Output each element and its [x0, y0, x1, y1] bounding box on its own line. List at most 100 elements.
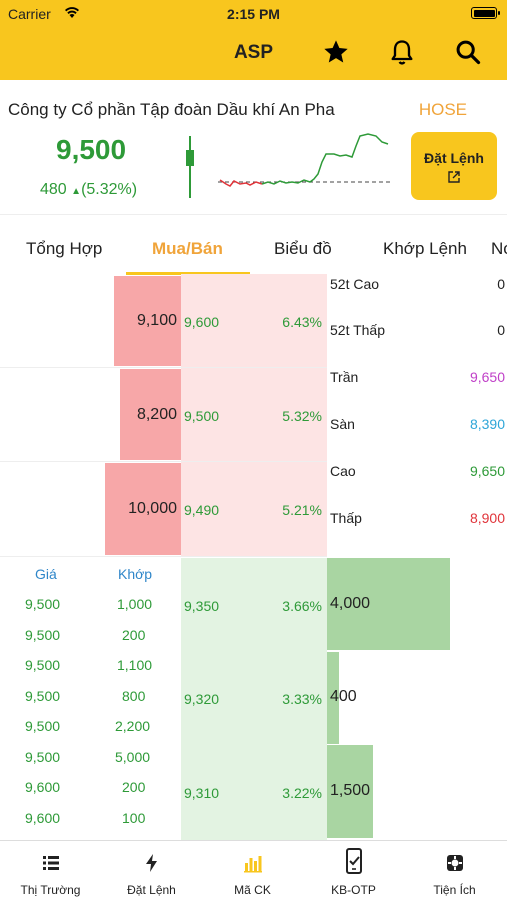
matched-volume: 200 — [122, 779, 146, 795]
external-link-icon — [448, 171, 460, 183]
sell-price: 9,490 — [184, 502, 220, 518]
tab-overflow[interactable]: Nó — [491, 239, 507, 258]
sell-volume: 8,200 — [136, 406, 177, 423]
buy-percent: 3.66% — [282, 598, 322, 614]
matched-price: 9,600 — [25, 779, 61, 795]
bell-icon[interactable] — [388, 38, 416, 66]
list-icon — [43, 856, 59, 870]
matched-volume: 800 — [122, 688, 146, 704]
buy-volume: 4,000 — [330, 595, 371, 612]
sell-volume-bar — [105, 463, 181, 555]
buy-side-background — [181, 558, 327, 840]
info-value: 9,650 — [469, 463, 505, 479]
tabbar-label: Đặt Lệnh — [127, 883, 176, 897]
matched-volume: 100 — [122, 810, 146, 826]
status-time: 2:15 PM — [227, 6, 280, 22]
sell-price: 9,600 — [184, 314, 220, 330]
row-divider — [0, 367, 327, 368]
matched-volume: 1,100 — [117, 657, 153, 673]
tabbar-item-kb-otp[interactable]: KB-OTP — [303, 841, 404, 900]
sell-price: 9,500 — [184, 408, 220, 424]
widget-icon — [447, 855, 463, 871]
lightning-icon — [146, 854, 157, 872]
info-label: Trần — [330, 369, 359, 385]
active-tab-indicator — [126, 272, 250, 275]
info-value: 0 — [497, 322, 505, 338]
matched-price: 9,500 — [25, 596, 61, 612]
matched-volume: 1,000 — [117, 596, 153, 612]
wifi-icon — [65, 7, 79, 18]
tabbar-item-tien-ich[interactable]: Tiện Ích — [404, 841, 505, 900]
sell-side-background — [181, 274, 327, 556]
buy-volume: 400 — [330, 688, 357, 705]
matched-price-header: Giá — [35, 566, 57, 582]
matched-price: 9,500 — [25, 627, 61, 643]
buy-price: 9,350 — [184, 598, 220, 614]
info-label: Thấp — [330, 510, 362, 526]
info-label: 52t Cao — [330, 276, 380, 292]
info-value: 0 — [497, 276, 505, 292]
row-divider — [0, 556, 327, 557]
info-label: Sàn — [330, 416, 355, 432]
matched-price: 9,500 — [25, 749, 61, 765]
tab-mua-ban[interactable]: Mua/Bán — [152, 239, 223, 258]
tab-khop-lenh[interactable]: Khớp Lệnh — [383, 239, 467, 258]
buy-percent: 3.33% — [282, 691, 322, 707]
tabbar-item-thi-truong[interactable]: Thị Trường — [0, 841, 101, 900]
tabbar-item-ma-ck[interactable]: Mã CK — [202, 841, 303, 900]
tab-bieu-do[interactable]: Biểu đồ — [274, 239, 332, 258]
intraday-sparkline — [218, 133, 392, 187]
buy-volume-bar — [327, 558, 450, 650]
matched-price: 9,600 — [25, 810, 61, 826]
tabbar-label: KB-OTP — [331, 883, 376, 897]
matched-price: 9,500 — [25, 657, 61, 673]
buy-volume-bar — [327, 652, 339, 744]
info-value: 8,390 — [469, 416, 505, 432]
star-icon[interactable] — [322, 38, 350, 66]
matched-price: 9,500 — [25, 718, 61, 734]
sell-percent: 5.32% — [282, 408, 322, 424]
sell-percent: 5.21% — [282, 502, 322, 518]
tabbar-label: Tiện Ích — [433, 883, 476, 897]
matched-price: 9,500 — [25, 688, 61, 704]
tabbar-label: Mã CK — [234, 883, 271, 897]
info-value: 9,650 — [469, 369, 505, 385]
detail-tabs: Tổng Hợp Mua/Bán Biểu đồ Khớp Lệnh Nó — [0, 214, 507, 275]
row-divider — [0, 461, 327, 462]
info-value: 8,900 — [469, 510, 505, 526]
matched-volume: 2,200 — [115, 718, 151, 734]
buy-price: 9,320 — [184, 691, 220, 707]
bottom-tab-bar: Thị Trường Đặt Lệnh Mã CK KB-OTP — [0, 840, 507, 900]
buy-volume: 1,500 — [330, 782, 371, 799]
tabbar-label: Thị Trường — [20, 883, 81, 897]
sell-percent: 6.43% — [282, 314, 322, 330]
tabbar-item-dat-lenh[interactable]: Đặt Lệnh — [101, 841, 202, 900]
current-price: 9,500 — [56, 134, 127, 165]
change-percent: (5.32%) — [81, 181, 138, 198]
bar-chart-icon — [244, 856, 262, 873]
buy-price: 9,310 — [184, 785, 220, 801]
change-value: 480 — [40, 181, 67, 198]
tab-tong-hop[interactable]: Tổng Hợp — [26, 239, 103, 258]
status-bar: Carrier 2:15 PM — [0, 0, 507, 28]
search-icon[interactable] — [454, 38, 482, 66]
place-order-button[interactable]: Đặt Lệnh — [411, 132, 497, 200]
sell-volume: 9,100 — [136, 312, 177, 329]
carrier-label: Carrier — [8, 6, 51, 22]
candlestick-icon — [186, 136, 194, 198]
app-header: Carrier 2:15 PM ASP — [0, 0, 507, 80]
sell-volume-bar — [120, 369, 181, 460]
matched-volume: 5,000 — [115, 749, 151, 765]
up-arrow-icon: ▲ — [71, 186, 82, 197]
symbol-title: ASP — [233, 42, 274, 63]
sell-volume: 10,000 — [128, 500, 177, 517]
matched-volume: 200 — [122, 627, 146, 643]
info-label: 52t Thấp — [330, 322, 386, 338]
info-label: Cao — [330, 463, 356, 479]
buy-percent: 3.22% — [282, 785, 322, 801]
phone-check-icon — [346, 848, 362, 874]
price-change: 480 ▲(5.32%) — [40, 181, 137, 199]
exchange-label: HOSE — [418, 100, 467, 119]
sell-volume-bar — [114, 276, 181, 366]
company-name: Công ty Cổ phần Tập đoàn Dầu khí An Pha — [8, 100, 335, 119]
